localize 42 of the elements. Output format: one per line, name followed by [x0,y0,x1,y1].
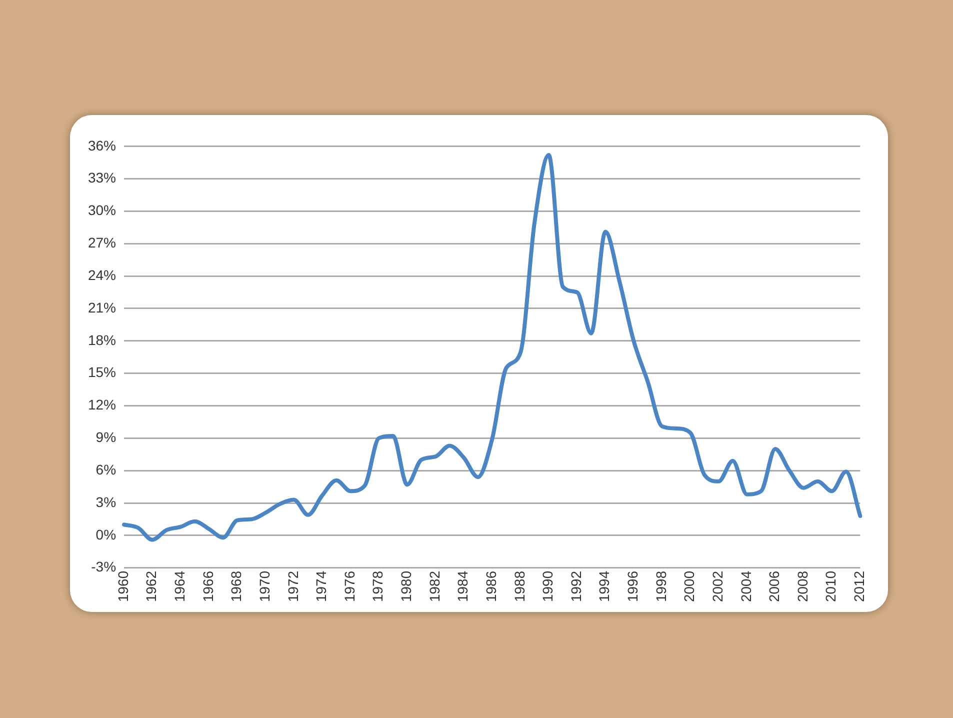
x-tick-label: 1976 [341,570,358,602]
x-tick-label: 1964 [172,570,188,602]
y-tick-label: 33% [88,170,116,186]
y-tick-label: 21% [88,299,116,316]
x-tick-label: 1982 [426,570,442,602]
x-tick-label: 2000 [681,570,698,602]
x-tick-label: 1962 [143,570,160,602]
x-tick-label: 1998 [652,570,669,602]
x-tick-label: 1974 [313,570,330,602]
y-tick-label: 18% [88,332,116,348]
line-series [122,153,862,542]
x-tick-label: 2012 [851,570,868,602]
x-tick-label: 1996 [624,570,641,602]
x-tick-label: 1984 [454,570,471,602]
y-tick-label: 0% [96,526,116,542]
y-tick-label: 15% [88,364,116,380]
x-tick-label: 1960 [114,570,131,602]
y-tick-label: -3% [91,558,116,575]
x-tick-label: 2010 [822,570,839,602]
y-tick-label: 30% [88,202,116,218]
x-tick-label: 2004 [738,570,754,602]
y-tick-label: 36% [88,137,116,154]
y-tick-label: 9% [96,429,116,446]
x-tick-label: 1988 [511,570,528,602]
y-tick-label: 24% [88,266,116,283]
x-tick-label: 1992 [568,570,584,602]
x-tick-label: 1978 [370,570,386,602]
x-tick-label: 1968 [228,570,244,602]
x-tick-label: 1980 [398,570,414,602]
x-tick-label: 2008 [794,570,810,602]
x-tick-label: 1990 [540,570,556,602]
x-tick-label: 1972 [284,570,301,602]
x-tick-label: 1986 [482,570,499,602]
y-tick-label: 12% [88,396,116,413]
x-tick-label: 1966 [200,570,216,602]
y-tick-label: 27% [88,234,116,251]
y-tick-label: 6% [96,461,116,478]
y-tick-label: 3% [96,494,116,510]
x-tick-label: 2006 [766,570,782,602]
x-tick-label: 1994 [596,570,612,602]
x-tick-label: 2002 [709,570,726,602]
x-tick-label: 1970 [256,570,272,602]
